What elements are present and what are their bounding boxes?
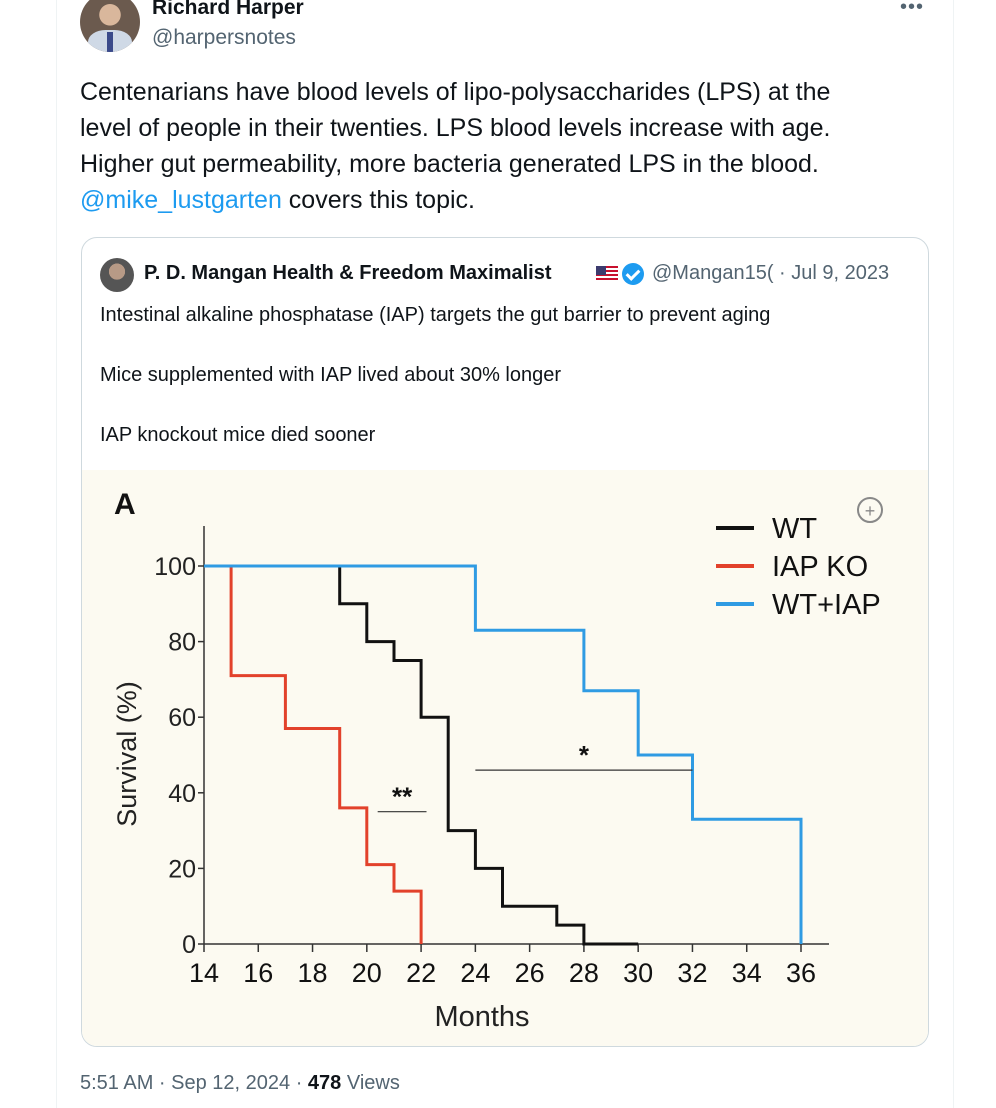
quoted-author-avatar[interactable] [100,258,134,292]
x-tick-label: 28 [569,958,599,988]
author-avatar[interactable] [80,0,140,52]
y-axis-label: Survival (%) [112,681,142,827]
zoom-icon-plus: + [865,501,876,521]
quoted-author-name[interactable]: P. D. Mangan Health & Freedom Maximalist [144,262,552,284]
y-tick-label: 40 [168,780,196,808]
y-tick-label: 80 [168,629,196,657]
more-horizontal-icon[interactable]: ••• [900,0,925,18]
timeline-left-border [56,0,57,1108]
tweet-timestamp: 5:51 AM · Sep 12, 2024 · 478 Views [80,1072,400,1095]
mention-link[interactable]: @mike_lustgarten [80,186,282,214]
quoted-tweet-card[interactable]: P. D. Mangan Health & Freedom Maximalist… [81,237,929,1047]
quoted-handle-date[interactable]: @Mangan15( · Jul 9, 2023 [652,262,890,284]
x-tick-label: 18 [298,958,328,988]
x-tick-label: 36 [786,958,816,988]
tweet-line: level of people in their twenties. LPS b… [80,114,831,142]
survival-chart: A 0 20 40 60 80 100 14 16 18 20 22 24 26 28 30 32 34 36 Mon… [112,488,883,1033]
views-count: 478 [307,1072,342,1094]
x-tick-label: 20 [352,958,382,988]
tweet-line: @mike_lustgarten covers this topic. [80,182,940,218]
significance-label: ** [392,782,413,812]
series-line [204,564,803,944]
quoted-media-chart[interactable]: A 0 20 40 60 80 100 14 16 18 20 22 24 26 28 30 32 34 36 Mon… [82,470,928,1046]
timeline-right-border [953,0,954,1108]
zoom-icon [857,497,883,523]
y-tick-label: 20 [168,855,196,883]
x-tick-label: 34 [732,958,762,988]
us-flag-icon [596,266,618,282]
legend-label: IAP KO [772,551,868,583]
tweet-line-tail: covers this topic. [281,186,475,214]
x-axis-label: Months [434,1001,529,1033]
views-label: Views [341,1072,400,1094]
tweet-line: Centenarians have blood levels of lipo-p… [80,78,831,106]
legend-label: WT [772,513,817,545]
x-tick-label: 22 [406,958,436,988]
quoted-paragraph: Mice supplemented with IAP lived about 3… [100,364,562,386]
y-tick-label: 0 [182,931,196,959]
x-tick-label: 30 [623,958,653,988]
tweet-text: Centenarians have blood levels of lipo-p… [80,74,940,218]
verified-badge-icon [622,263,644,285]
quoted-text: Intestinal alkaline phosphatase (IAP) ta… [100,300,900,480]
tweet-line: Higher gut permeability, more bacteria g… [80,150,819,178]
author-name[interactable]: Richard Harper [152,0,304,19]
series-line [204,564,639,946]
panel-label: A [114,488,136,521]
legend-label: WT+IAP [772,589,881,621]
significance-label: * [579,740,590,770]
y-tick-label: 60 [168,704,196,732]
quoted-paragraph: IAP knockout mice died sooner [100,424,376,446]
quoted-paragraph: Intestinal alkaline phosphatase (IAP) ta… [100,304,771,326]
author-handle[interactable]: @harpersnotes [152,26,296,49]
series-line [204,564,423,944]
x-tick-label: 32 [677,958,707,988]
y-tick-label: 100 [154,553,196,581]
timestamp-text[interactable]: 5:51 AM · Sep 12, 2024 · [80,1072,308,1094]
x-tick-label: 26 [515,958,545,988]
x-tick-label: 14 [189,958,219,988]
x-tick-label: 16 [243,958,273,988]
x-tick-label: 24 [460,958,490,988]
